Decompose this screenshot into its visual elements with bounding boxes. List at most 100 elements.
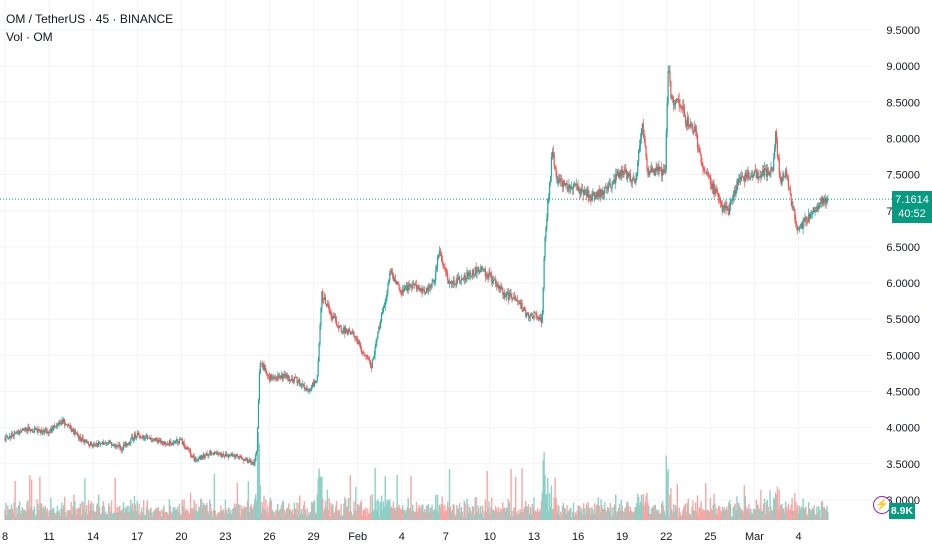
candle-body [792, 206, 794, 208]
volume-bar [590, 514, 592, 520]
candle-body [557, 182, 559, 183]
candle-body [746, 175, 748, 178]
volume-bar [387, 500, 389, 520]
candle-body [326, 303, 328, 307]
candle-body [116, 445, 118, 448]
volume-bar [34, 516, 37, 520]
candle-body [125, 442, 127, 446]
candle-body [207, 455, 209, 456]
candle-body [281, 374, 283, 379]
candle-body [266, 373, 268, 375]
candle-body [54, 426, 57, 428]
candle-body [362, 352, 364, 354]
volume-bar [190, 508, 193, 520]
candle-body [685, 123, 688, 127]
volume-bar [784, 512, 786, 520]
candle-body [264, 367, 266, 371]
volume-bar [221, 510, 223, 520]
volume-bar [199, 498, 202, 520]
candle-body [317, 361, 319, 376]
volume-bar [686, 502, 689, 520]
volume-bar [265, 499, 267, 520]
candle-body [765, 168, 767, 178]
time-axis[interactable]: 8 11 14 17 20 23 26 29 Feb 4 7 10 13 16 19 22 25 Mar 4 [2, 531, 802, 543]
candle-body [816, 205, 818, 211]
x-tick-label: 17 [131, 531, 143, 543]
volume-bar [81, 501, 83, 520]
volume-bar [821, 500, 824, 520]
candle-body [611, 184, 613, 188]
candle-body [22, 428, 24, 430]
candle-body [269, 374, 272, 380]
volume-bar [824, 508, 826, 520]
volume-bar [458, 503, 461, 520]
volume-bar [572, 502, 575, 520]
candle-body [521, 302, 523, 310]
volume-bar [356, 511, 358, 520]
candle-body [695, 131, 698, 135]
volume-bar [295, 509, 297, 520]
candle-body [100, 443, 103, 445]
candle-body [85, 440, 87, 441]
volume-bar [579, 505, 581, 520]
candle-body [385, 297, 387, 303]
volume-bar [823, 506, 825, 520]
candle-body [291, 378, 294, 382]
volume-bar [420, 507, 422, 520]
price-axis[interactable]: 9.50009.00008.50008.00007.50007.00006.50… [886, 25, 920, 507]
candle-body [435, 270, 437, 280]
candle-body [378, 327, 380, 332]
symbol-title[interactable]: OM / TetherUS · 45 · BINANCE [6, 12, 174, 26]
volume-bar [729, 503, 732, 520]
candle-body [144, 438, 146, 440]
candle-body [387, 283, 389, 291]
volume-bar [291, 509, 294, 520]
candle-body [19, 431, 21, 435]
volume-bar [63, 496, 66, 520]
volume-bar [70, 501, 72, 520]
volume-bar [514, 507, 516, 520]
volume-bar [535, 510, 537, 520]
candle-body [645, 146, 647, 158]
candle-body [758, 177, 760, 179]
candle-body [136, 433, 138, 437]
volume-bar [770, 506, 772, 520]
volume-bar [426, 505, 429, 520]
candle-body [237, 456, 239, 459]
candle-body [377, 331, 379, 339]
candle-body [122, 444, 125, 450]
volume-bar [586, 505, 588, 520]
candle-body [261, 362, 263, 367]
volume-bar [351, 516, 353, 520]
volume-bar [364, 509, 366, 520]
volume-bar [79, 503, 82, 520]
volume-bar [783, 507, 785, 520]
volume-bar [378, 501, 380, 520]
lightning-bolt-icon[interactable]: ⚡ [873, 496, 891, 514]
volume-bar [445, 511, 447, 520]
candle-body [104, 442, 106, 444]
volume-bar [157, 507, 160, 520]
candle-body [537, 315, 539, 320]
volume-indicator-label[interactable]: Vol · OM [6, 30, 53, 44]
candle-body [140, 436, 142, 439]
volume-bar [54, 513, 57, 520]
volume-bar [255, 500, 258, 520]
candle-body [745, 172, 747, 176]
volume-bar [356, 504, 359, 520]
candle-body [284, 374, 286, 376]
volume-bar [674, 504, 677, 520]
candle-body [197, 459, 199, 461]
volume-bar [410, 475, 412, 520]
volume-bar [130, 499, 132, 520]
candle-body [719, 200, 722, 204]
candle-body [621, 169, 623, 175]
volume-bar [609, 502, 611, 520]
volume-bar [162, 510, 164, 520]
volume-bar [206, 502, 208, 520]
volume-bar [428, 512, 431, 520]
candle-body [8, 436, 11, 439]
candle-body [200, 456, 202, 460]
candle-body [316, 375, 318, 382]
